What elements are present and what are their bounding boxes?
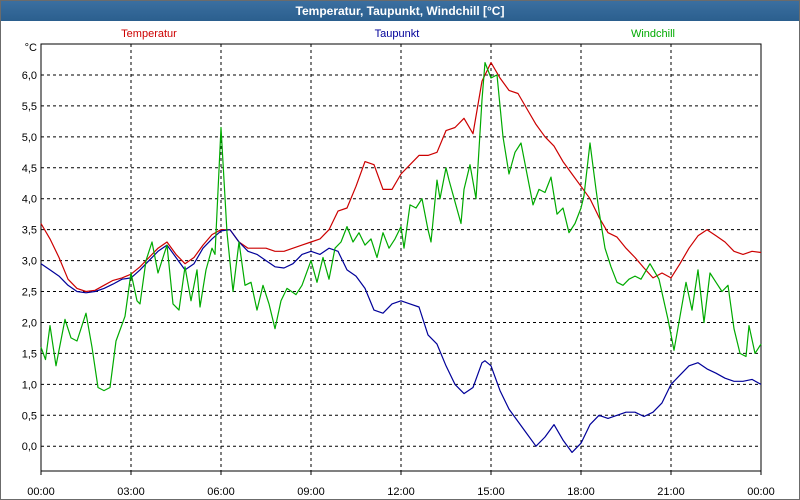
y-tick-label: 5,0 [22, 132, 37, 144]
y-axis-label: °C [25, 42, 37, 54]
y-tick-label: 1,5 [22, 348, 37, 360]
x-tick-label-time: 03:00 [117, 486, 145, 498]
y-tick-label: 0,0 [22, 441, 37, 453]
chart-area: 0,0 0,5 1,0 1,5 2,0 2,5 3,0 3,5 4,0 4,5 5,0 5,5 6,0 °… [22, 28, 775, 498]
x-tick-label-time: 12:00 [387, 486, 415, 498]
y-tick-label: 3,0 [22, 256, 37, 268]
axes: 0,0 0,5 1,0 1,5 2,0 2,5 3,0 3,5 4,0 4,5 5,0 5,5 6,0 °… [22, 42, 775, 498]
x-tick-label-time: 00:00 [747, 486, 775, 498]
legend-temperatur: Temperatur [121, 28, 177, 40]
legend-windchill: Windchill [631, 28, 675, 40]
chart-title: Temperatur, Taupunkt, Windchill [°C] [1, 1, 799, 21]
y-tick-label: 1,0 [22, 379, 37, 391]
x-tick-label-time: 15:00 [477, 486, 505, 498]
y-tick-label: 2,0 [22, 317, 37, 329]
y-tick-label: 5,5 [22, 101, 37, 113]
series-line-taupunkt [40, 229, 762, 453]
series-group [40, 61, 762, 453]
series-line-windchill [40, 61, 762, 392]
x-tick-label-time: 00:00 [27, 486, 55, 498]
y-tick-label: 4,0 [22, 194, 37, 206]
x-tick-label-time: 09:00 [297, 486, 325, 498]
y-tick-label: 0,5 [22, 410, 37, 422]
x-tick-label-time: 06:00 [207, 486, 235, 498]
y-tick-label: 4,5 [22, 163, 37, 175]
grid [41, 44, 761, 471]
y-tick-label: 3,5 [22, 225, 37, 237]
legend: Temperatur Taupunkt Windchill [121, 28, 675, 40]
y-tick-label: 6,0 [22, 70, 37, 82]
y-tick-label: 2,5 [22, 287, 37, 299]
series-line-temperatur [40, 61, 762, 293]
legend-taupunkt: Taupunkt [375, 28, 420, 40]
x-tick-label-time: 21:00 [657, 486, 685, 498]
x-tick-label-time: 18:00 [567, 486, 595, 498]
